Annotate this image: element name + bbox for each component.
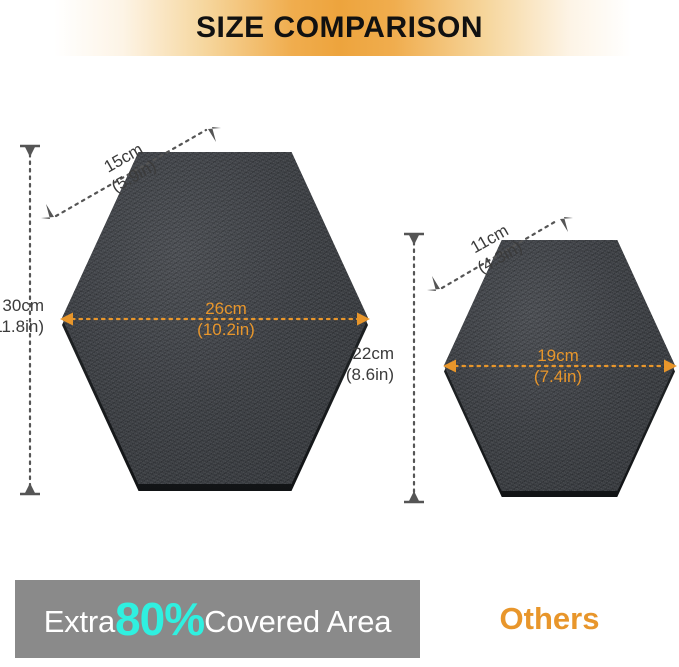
small-height-cm: 22cm <box>352 344 394 363</box>
small-height-label: 22cm (8.6in) <box>318 344 394 385</box>
claim-percent: 80% <box>115 593 205 645</box>
small-height-in: (8.6in) <box>345 364 394 384</box>
large-width-cm: 26cm <box>205 299 247 318</box>
large-width-label: 26cm (10.2in) <box>171 299 281 340</box>
small-width-label: 19cm (7.4in) <box>505 346 611 387</box>
small-height-dimension-line <box>404 232 424 504</box>
covered-area-claim: Extra80%Covered Area <box>44 592 392 646</box>
others-label: Others <box>499 601 600 636</box>
large-height-cm: 30cm <box>2 296 44 315</box>
large-height-label: 30cm (11.8in) <box>0 296 44 337</box>
small-width-in: (7.4in) <box>533 366 583 386</box>
claim-suffix: Covered Area <box>204 604 392 639</box>
large-height-in: (11.8in) <box>0 316 44 336</box>
header-banner: SIZE COMPARISON <box>0 0 679 56</box>
claim-prefix: Extra <box>43 604 116 639</box>
large-width-in: (10.2in) <box>197 319 255 339</box>
covered-area-banner: Extra80%Covered Area <box>15 580 420 658</box>
page-title: SIZE COMPARISON <box>196 11 483 44</box>
small-width-cm: 19cm <box>537 346 579 365</box>
